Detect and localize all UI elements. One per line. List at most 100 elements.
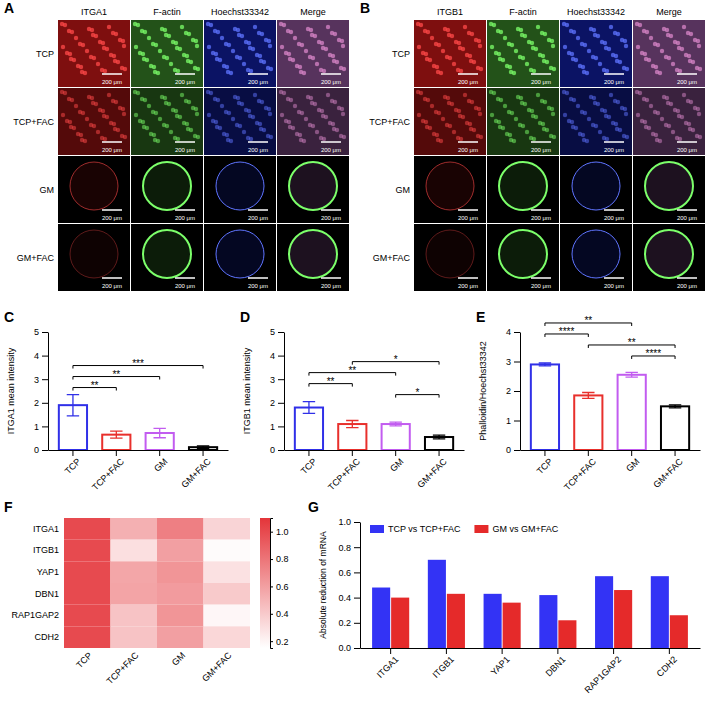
microsphere	[645, 162, 693, 210]
micrograph-cell	[112, 122, 116, 126]
micrograph-cell	[550, 107, 554, 111]
micrograph-signal	[58, 88, 130, 155]
micrograph-cell	[209, 91, 213, 95]
micrograph-cell	[654, 65, 658, 69]
tick: GM+FAC	[200, 648, 234, 684]
colorbar	[260, 518, 270, 648]
micrograph-cell	[103, 137, 107, 141]
micrograph-cell	[298, 133, 302, 137]
tick-mark	[390, 648, 391, 654]
axis-line	[48, 333, 49, 451]
micrograph-cell	[340, 107, 344, 111]
heatmap-cell	[204, 626, 251, 648]
tick-label: 0.2	[338, 618, 351, 628]
scale-bar	[248, 277, 268, 279]
micrograph-cell	[72, 58, 76, 62]
micrograph-cell	[143, 98, 147, 102]
micrograph-cell	[521, 124, 525, 128]
scale-bar-label: 200 μm	[458, 79, 478, 85]
micrograph-ground	[633, 156, 705, 223]
micrograph-cell	[698, 135, 702, 139]
significance-label: **	[628, 337, 636, 348]
micrograph-cell	[83, 139, 87, 143]
micrograph-ground	[633, 88, 705, 155]
tick-label: 0.6	[338, 568, 351, 578]
micrograph-ground	[277, 156, 349, 223]
significance-label: **	[91, 380, 99, 391]
micrograph-cell	[636, 113, 640, 117]
y-axis: 0.00.20.40.60.81.0	[338, 517, 360, 653]
micrograph-cell	[287, 120, 291, 124]
micrograph-cell	[594, 56, 598, 60]
scale-bar	[102, 209, 122, 211]
micrograph-cell	[101, 41, 105, 45]
heatmap-cell	[157, 540, 204, 562]
tick-label: ITGA1	[33, 524, 59, 534]
micrograph-cell	[324, 47, 328, 51]
micrograph: 200 μm	[58, 224, 130, 291]
tick: 0	[34, 445, 48, 455]
micrograph-cell	[490, 45, 494, 49]
heatmap-cell	[64, 518, 111, 540]
micrograph-cell	[552, 135, 556, 139]
micrograph-cell	[470, 32, 474, 36]
scale-bar-label: 200 μm	[531, 283, 551, 289]
micrograph: 200 μm	[58, 20, 130, 87]
micrograph-ground	[131, 20, 203, 87]
micrograph-cell	[678, 69, 682, 73]
tick: TCP	[535, 450, 555, 476]
micrograph-cell	[472, 60, 476, 64]
micrograph: 200 μm	[131, 224, 203, 291]
micrograph: 200 μm	[487, 156, 559, 223]
micrograph-cell	[563, 113, 567, 117]
micrograph: 200 μm	[204, 224, 276, 291]
micrograph-cell	[242, 62, 246, 66]
micrograph-cell	[625, 135, 629, 139]
micrograph-cell	[430, 104, 434, 108]
scale-bar	[604, 209, 624, 211]
tick: GM+FAC	[415, 450, 449, 490]
column-header: Hoechst33342	[211, 7, 269, 17]
micrograph-cell	[446, 28, 450, 32]
micrograph-cell	[461, 47, 465, 51]
tick-mark	[270, 559, 273, 560]
micrograph-cell	[169, 130, 173, 134]
micrograph-cell	[551, 112, 555, 116]
tick: 5	[270, 327, 284, 337]
error-bar	[582, 392, 594, 398]
micrograph-cell	[424, 52, 428, 56]
panel-letter: E	[476, 309, 485, 325]
micrograph-cell	[417, 113, 421, 117]
tick: 4	[506, 327, 520, 337]
micrograph-cell	[521, 56, 525, 60]
tick-mark	[544, 450, 545, 456]
heatmap-cell	[204, 583, 251, 605]
micrograph-cell	[236, 28, 240, 32]
plot-marks	[295, 402, 453, 450]
micrograph-cell	[660, 117, 664, 121]
micrograph-cell	[231, 117, 235, 121]
micrograph-cell	[696, 39, 700, 43]
micrograph-cell	[94, 102, 98, 106]
tick: GM	[388, 450, 405, 474]
micrograph-cell	[165, 56, 169, 60]
micrograph-cell	[258, 122, 262, 126]
micrograph-cell	[532, 69, 536, 73]
micrograph-cell	[536, 25, 540, 29]
row-axis: ITGA1ITGB1YAP1DBN1RAP1GAP2CDH2	[11, 524, 64, 642]
micrograph-cell	[195, 44, 199, 48]
micrograph-cell	[689, 32, 693, 36]
scale-bar-label: 200 μm	[677, 147, 697, 153]
scale-bar	[458, 141, 478, 143]
micrograph-cell	[550, 39, 554, 43]
scale-bar-label: 200 μm	[458, 215, 478, 221]
micrograph-cell	[468, 122, 472, 126]
tick-label: TCP	[299, 456, 319, 476]
micrograph-signal	[633, 88, 705, 155]
scale-bar	[531, 277, 551, 279]
micrograph-cell	[596, 102, 600, 106]
micrograph-cell	[574, 126, 578, 130]
heatmap-cell	[111, 605, 158, 627]
scale-bar-label: 200 μm	[102, 147, 122, 153]
micrograph-cell	[660, 49, 664, 53]
